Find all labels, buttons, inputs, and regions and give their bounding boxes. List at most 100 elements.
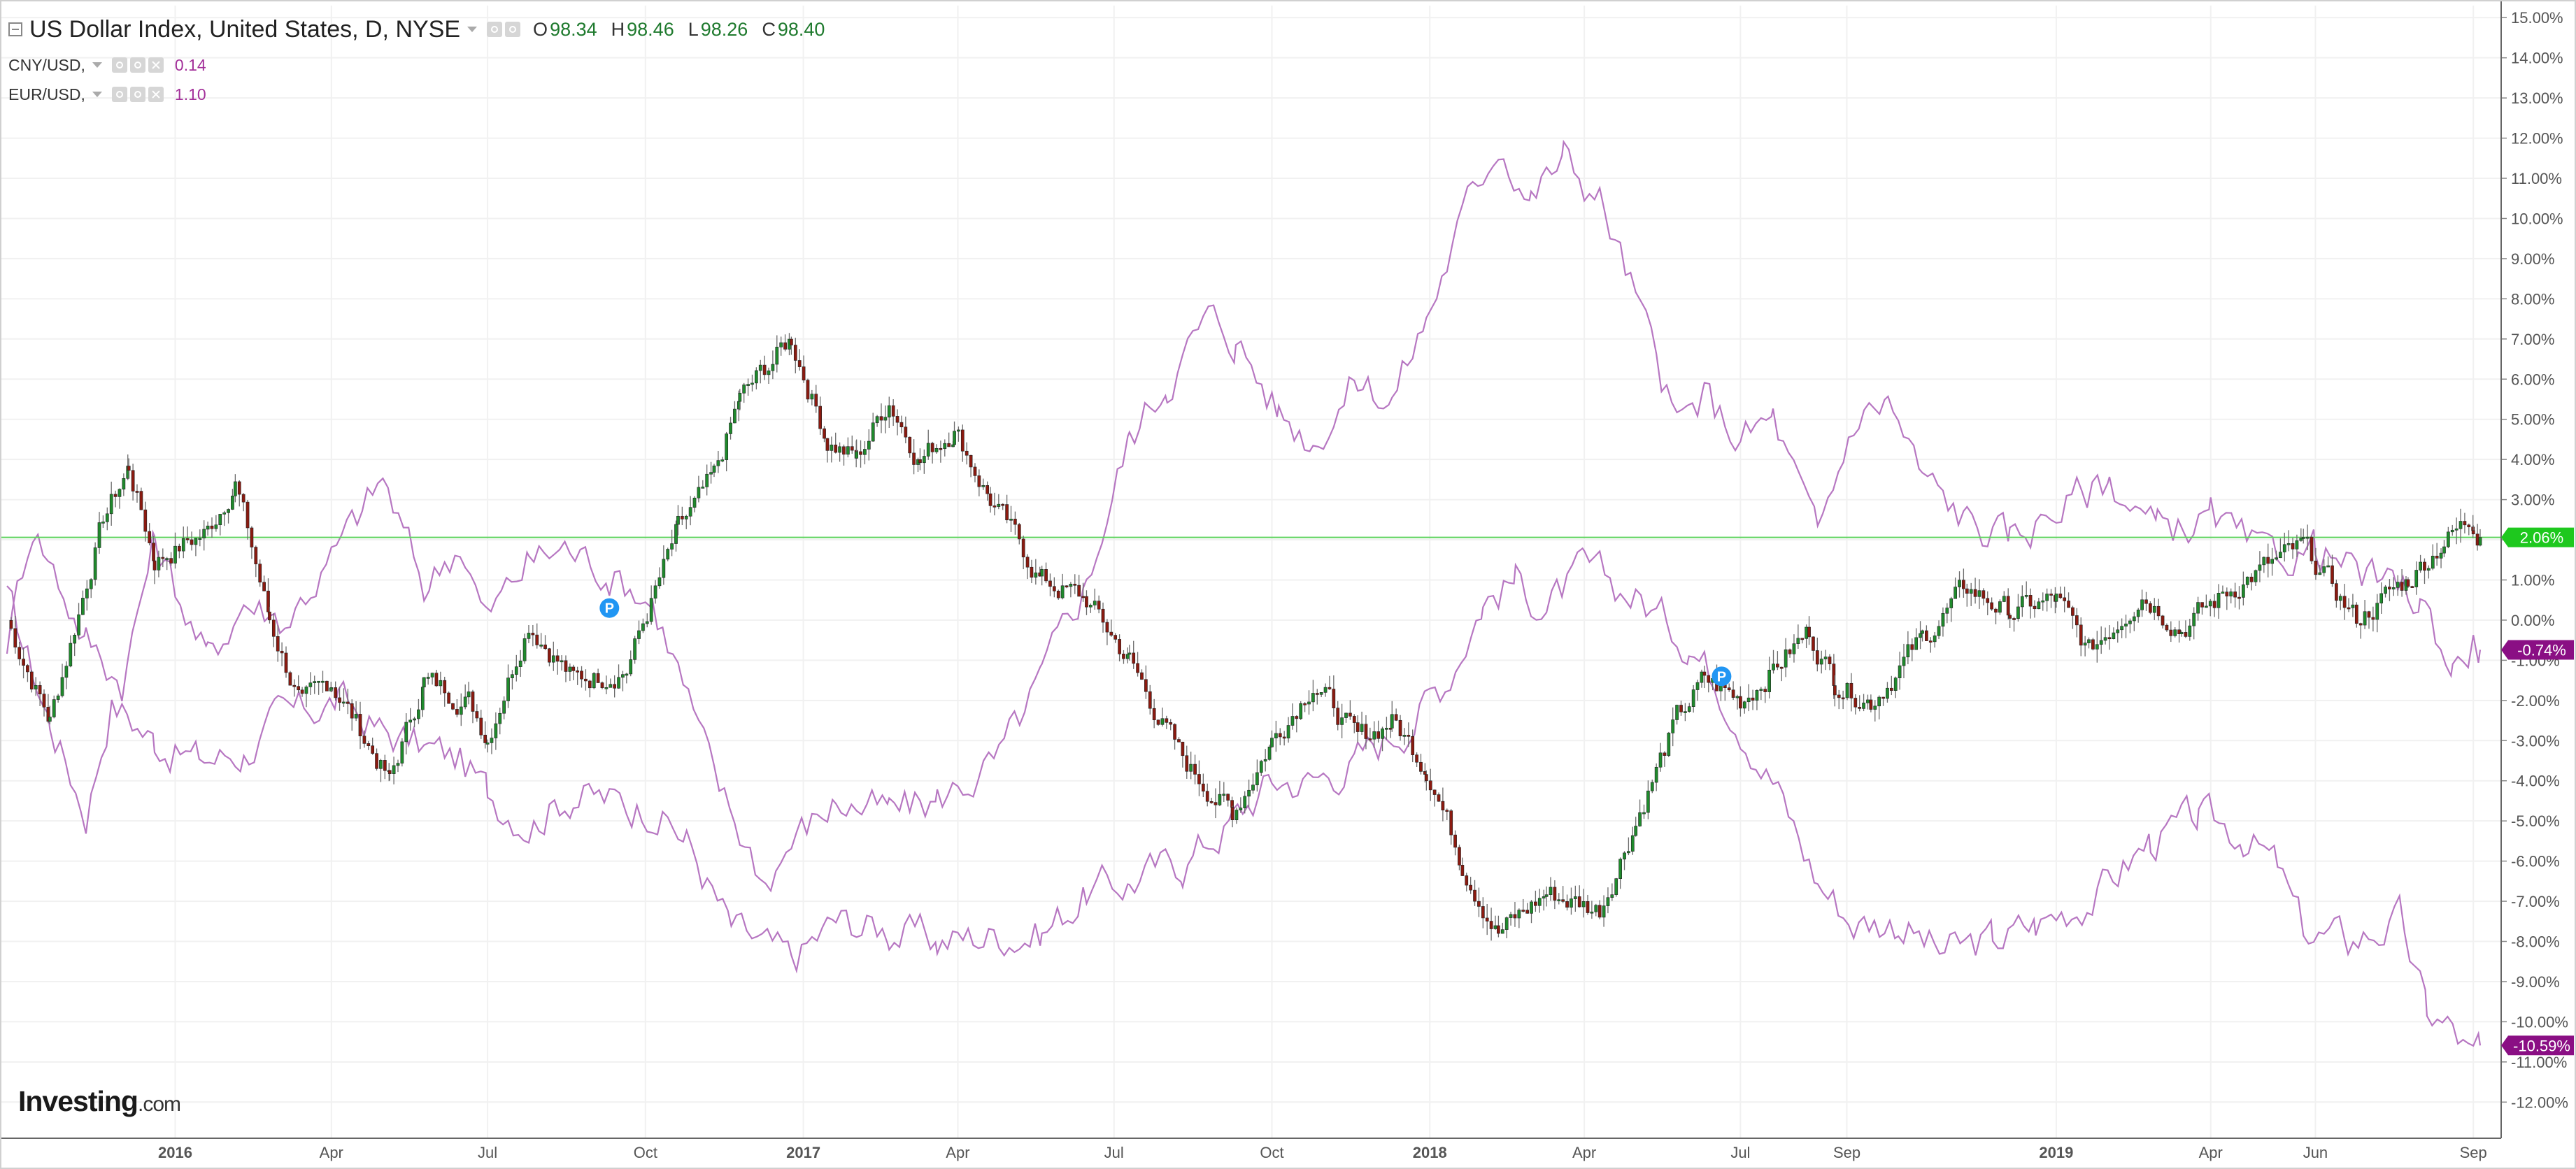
candle-body	[2245, 576, 2249, 585]
candle-body	[2079, 624, 2083, 646]
candle-body	[1553, 887, 1557, 901]
candle-body	[288, 672, 292, 686]
close-icon[interactable]	[148, 87, 164, 102]
candle-body	[645, 621, 649, 624]
candle-body	[109, 494, 113, 515]
candle-body	[1169, 722, 1173, 725]
candle-body	[600, 682, 604, 688]
candle-body	[797, 360, 802, 367]
candle-body	[1776, 664, 1779, 668]
candle-body	[1866, 699, 1870, 703]
candle-body	[417, 709, 420, 719]
candle-body	[2024, 595, 2028, 597]
candle-body	[1687, 706, 1691, 712]
overlay-legend-eur[interactable]: EUR/USD, 1.10	[8, 80, 825, 109]
candle-body	[1837, 694, 1841, 698]
candle-body	[42, 694, 46, 708]
candle-body	[447, 692, 450, 704]
candle-body	[430, 673, 434, 677]
candle-body	[387, 770, 392, 774]
candle-body	[1005, 504, 1009, 521]
chevron-down-icon[interactable]	[92, 62, 102, 68]
main-series-title[interactable]: US Dollar Index, United States, D, NYSE	[29, 15, 461, 43]
candle-body	[838, 446, 841, 453]
eye-icon[interactable]	[111, 57, 127, 73]
candle-body	[1671, 719, 1675, 733]
candle-body	[152, 560, 157, 571]
y-tick-label: 7.00%	[2511, 331, 2554, 348]
candle-body	[362, 736, 367, 744]
candle-body	[2286, 543, 2291, 545]
candle-body	[2058, 594, 2063, 598]
candle-body	[2188, 625, 2192, 637]
y-tick-label: 6.00%	[2511, 371, 2554, 388]
settings-icon[interactable]	[129, 87, 145, 102]
overlay-name[interactable]: CNY/USD,	[8, 55, 85, 74]
candle-body	[1402, 735, 1407, 737]
candle-body	[2016, 606, 2020, 619]
candle-body	[1906, 644, 1910, 658]
candle-body	[1667, 733, 1671, 756]
candle-body	[1573, 896, 1577, 899]
overlay-legend-cny[interactable]: CNY/USD, 0.14	[8, 50, 825, 80]
eye-icon[interactable]	[111, 87, 127, 102]
y-tick-label: 9.00%	[2511, 250, 2554, 268]
candle-body	[1845, 682, 1849, 698]
candle-body	[1642, 812, 1646, 815]
close-icon[interactable]	[148, 57, 164, 73]
chevron-down-icon[interactable]	[92, 92, 102, 97]
chevron-down-icon[interactable]	[467, 27, 478, 32]
price-badge	[2501, 640, 2574, 660]
candle-body	[1889, 687, 1893, 691]
candle-body	[2423, 561, 2426, 571]
candle-body	[1173, 724, 1176, 740]
candle-body	[943, 443, 947, 450]
settings-icon[interactable]	[129, 57, 145, 73]
candle-body	[276, 636, 280, 652]
candle-body	[459, 706, 463, 715]
candle-body	[1521, 910, 1525, 912]
settings-icon[interactable]	[505, 22, 521, 37]
candle-body	[1177, 739, 1181, 743]
candle-body	[157, 557, 161, 571]
eye-icon[interactable]	[487, 22, 503, 37]
candle-body	[1355, 722, 1360, 732]
y-tick-label: 8.00%	[2511, 290, 2554, 308]
price-badge	[2501, 527, 2574, 547]
candle-body	[1921, 630, 1924, 634]
candle-body	[1742, 701, 1746, 709]
y-tick-label: 13.00%	[2511, 89, 2563, 107]
candle-body	[2091, 639, 2095, 650]
candle-body	[779, 342, 783, 347]
candle-body	[1148, 691, 1152, 709]
y-tick-label: 4.00%	[2511, 451, 2554, 468]
candle-body	[105, 513, 109, 522]
candle-body	[2262, 557, 2266, 566]
candle-body	[1823, 657, 1828, 659]
candle-body	[1727, 687, 1731, 691]
candle-body	[2310, 536, 2314, 561]
candle-body	[2132, 616, 2136, 622]
candle-body	[762, 364, 767, 375]
candle-body	[2439, 552, 2443, 559]
candle-body	[981, 485, 985, 487]
candle-body	[1290, 716, 1295, 726]
candle-body	[321, 680, 325, 683]
candle-body	[592, 673, 596, 689]
candle-body	[439, 680, 443, 687]
price-badge-label: 2.06%	[2520, 529, 2563, 547]
candle-body	[1739, 696, 1742, 709]
candle-body	[1127, 652, 1132, 655]
candle-body	[997, 503, 1001, 507]
overlay-name[interactable]: EUR/USD,	[8, 85, 85, 103]
event-markers[interactable]: PP	[599, 598, 1732, 687]
candle-body	[511, 674, 514, 678]
collapse-legend-icon[interactable]	[8, 22, 22, 36]
candle-body	[2107, 637, 2112, 640]
candle-body	[1044, 569, 1048, 582]
main-series-legend[interactable]: US Dollar Index, United States, D, NYSE …	[8, 8, 825, 50]
y-tick-label: 14.00%	[2511, 50, 2563, 67]
candle-body	[1634, 826, 1638, 836]
candle-body	[1201, 783, 1205, 791]
